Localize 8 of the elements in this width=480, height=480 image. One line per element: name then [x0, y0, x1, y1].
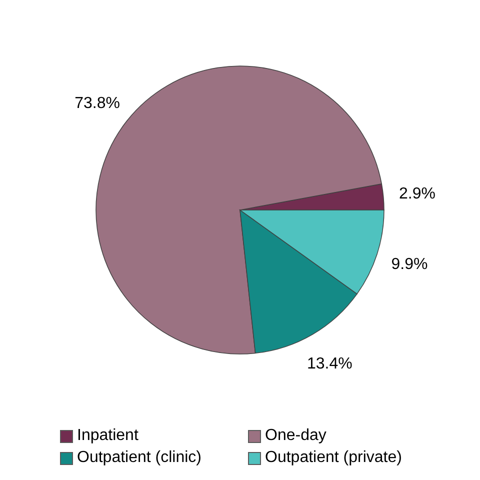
- legend-label: Outpatient (private): [265, 449, 402, 467]
- legend-label: One-day: [265, 427, 326, 445]
- data-label: 13.4%: [306, 355, 352, 372]
- legend-label: Inpatient: [77, 427, 138, 445]
- legend-label: Outpatient (clinic): [77, 449, 202, 467]
- data-label: 2.9%: [399, 185, 436, 202]
- data-label: 73.8%: [74, 95, 120, 112]
- data-label: 9.9%: [391, 256, 428, 273]
